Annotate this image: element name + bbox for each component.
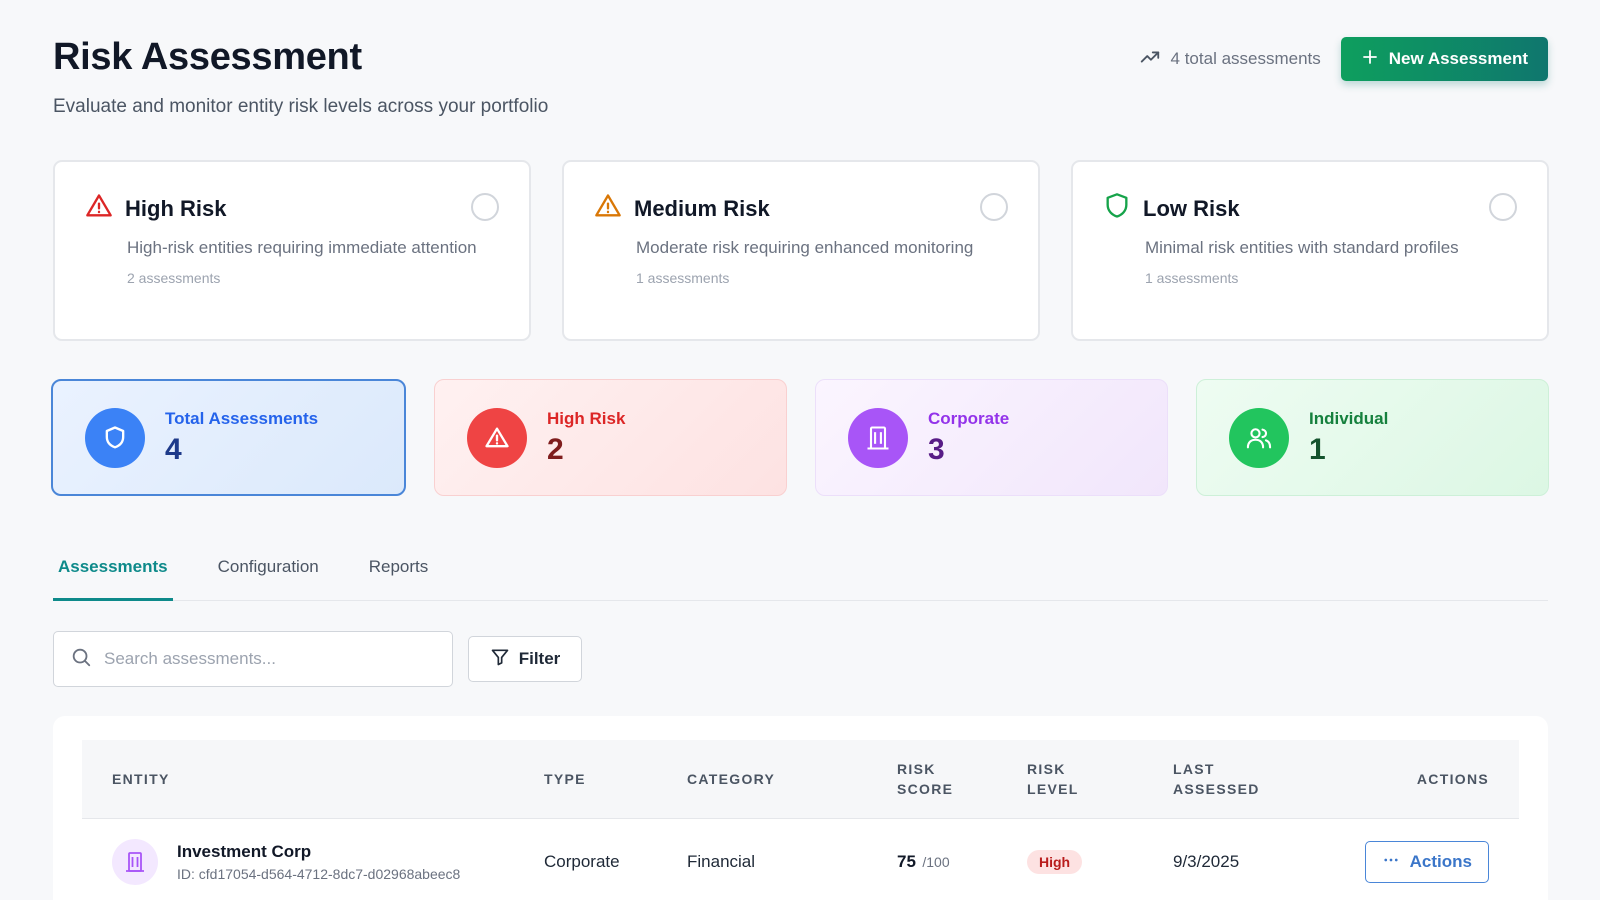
- last-assessed-date: 9/3/2025: [1173, 852, 1240, 871]
- actions-button[interactable]: Actions: [1364, 841, 1489, 883]
- risk-level-description: Minimal risk entities with standard prof…: [1145, 238, 1459, 257]
- table-row[interactable]: Investment Corp ID: cfd17054-d564-4712-8…: [82, 819, 1519, 900]
- stats-row: Total Assessments 4 High Risk 2 Corporat…: [51, 379, 1549, 496]
- building-icon: [848, 407, 908, 468]
- column-header-actions: ACTIONS: [1416, 771, 1489, 787]
- filter-icon: [490, 647, 510, 672]
- risk-level-count: 1 assessments: [1145, 270, 1239, 286]
- risk-score: 75 /100: [897, 852, 1027, 872]
- risk-level-card-high[interactable]: High Risk High-risk entities requiring i…: [53, 160, 531, 341]
- risk-level-count: 2 assessments: [127, 270, 221, 286]
- entity-type: Corporate: [544, 852, 620, 871]
- page-title: Risk Assessment: [53, 36, 362, 78]
- alert-triangle-icon: [594, 192, 622, 225]
- risk-level-title: Low Risk: [1143, 195, 1240, 221]
- stat-card-high-risk[interactable]: High Risk 2: [434, 379, 787, 496]
- risk-level-title: High Risk: [125, 195, 227, 221]
- column-header-risk-score-line2: SCORE: [897, 781, 954, 797]
- column-header-type[interactable]: TYPE: [544, 771, 586, 787]
- risk-score-value: 75: [897, 852, 916, 871]
- alert-triangle-icon: [85, 192, 113, 225]
- risk-level-badge: High: [1027, 850, 1083, 874]
- stat-value: 1: [1309, 432, 1326, 466]
- stat-value: 2: [547, 432, 564, 466]
- risk-level-radio[interactable]: [471, 193, 499, 221]
- stat-card-corporate[interactable]: Corporate 3: [815, 379, 1168, 496]
- trending-up-icon: [1139, 46, 1161, 73]
- total-assessments-label: 4 total assessments: [1170, 49, 1321, 68]
- search-box: [53, 631, 453, 687]
- column-header-risk-level[interactable]: RISK LEVEL: [1027, 759, 1173, 799]
- column-header-entity[interactable]: ENTITY: [112, 771, 170, 787]
- column-header-risk-score[interactable]: RISK SCORE: [897, 759, 1027, 799]
- tab-assessments[interactable]: Assessments: [53, 540, 173, 601]
- tab-bar: Assessments Configuration Reports: [53, 540, 1548, 601]
- page-header: Risk Assessment Evaluate and monitor ent…: [53, 36, 548, 118]
- assessments-table: ENTITY TYPE CATEGORY RISK SCORE RISK LEV…: [53, 716, 1548, 900]
- entity-category: Financial: [687, 852, 756, 871]
- search-icon: [70, 646, 92, 673]
- stat-value: 3: [928, 432, 945, 466]
- actions-label: Actions: [1409, 852, 1472, 871]
- filter-label: Filter: [518, 649, 561, 668]
- column-header-risk-level-line2: LEVEL: [1027, 781, 1079, 797]
- column-header-last-assessed[interactable]: LAST ASSESSED: [1173, 759, 1333, 799]
- stat-label: Total Assessments: [165, 408, 319, 428]
- filter-button[interactable]: Filter: [468, 636, 582, 682]
- column-header-category[interactable]: CATEGORY: [687, 771, 776, 787]
- risk-score-max: /100: [922, 854, 950, 870]
- table-header: ENTITY TYPE CATEGORY RISK SCORE RISK LEV…: [82, 740, 1519, 819]
- risk-level-radio[interactable]: [980, 193, 1008, 221]
- tab-reports[interactable]: Reports: [368, 557, 429, 576]
- column-header-risk-level-line1: RISK: [1027, 761, 1066, 777]
- shield-icon: [1103, 192, 1131, 225]
- risk-level-cards: High Risk High-risk entities requiring i…: [53, 160, 1549, 341]
- new-assessment-label: New Assessment: [1388, 49, 1528, 68]
- risk-level-description: Moderate risk requiring enhanced monitor…: [636, 238, 974, 257]
- search-input[interactable]: [104, 649, 424, 669]
- column-header-risk-score-line1: RISK: [897, 761, 936, 777]
- stat-label: Corporate: [928, 408, 1010, 428]
- users-icon: [1229, 407, 1289, 468]
- risk-level-description: High-risk entities requiring immediate a…: [127, 238, 477, 257]
- risk-level-title: Medium Risk: [634, 195, 770, 221]
- shield-icon: [85, 407, 145, 468]
- stat-card-total[interactable]: Total Assessments 4: [51, 379, 406, 496]
- total-assessments-info: 4 total assessments: [1139, 46, 1321, 73]
- stat-value: 4: [165, 432, 182, 466]
- entity-name[interactable]: Investment Corp: [177, 842, 312, 861]
- more-horizontal-icon: [1382, 851, 1400, 874]
- page-subtitle: Evaluate and monitor entity risk levels …: [53, 96, 549, 117]
- new-assessment-button[interactable]: New Assessment: [1340, 37, 1548, 81]
- stat-card-individual[interactable]: Individual 1: [1196, 379, 1549, 496]
- column-header-last-assessed-line2: ASSESSED: [1173, 781, 1260, 797]
- alert-triangle-icon: [467, 407, 527, 468]
- plus-icon: [1361, 48, 1379, 71]
- tab-configuration[interactable]: Configuration: [217, 557, 319, 576]
- entity-id: ID: cfd17054-d564-4712-8dc7-d02968abeec8: [177, 866, 461, 882]
- risk-level-card-low[interactable]: Low Risk Minimal risk entities with stan…: [1071, 160, 1549, 341]
- risk-level-count: 1 assessments: [636, 270, 730, 286]
- risk-level-card-medium[interactable]: Medium Risk Moderate risk requiring enha…: [562, 160, 1040, 341]
- risk-level-radio[interactable]: [1489, 193, 1517, 221]
- stat-label: Individual: [1309, 408, 1389, 428]
- header-actions: 4 total assessments New Assessment: [1139, 37, 1548, 81]
- stat-label: High Risk: [547, 408, 626, 428]
- building-icon: [112, 839, 158, 885]
- column-header-last-assessed-line1: LAST: [1173, 761, 1215, 777]
